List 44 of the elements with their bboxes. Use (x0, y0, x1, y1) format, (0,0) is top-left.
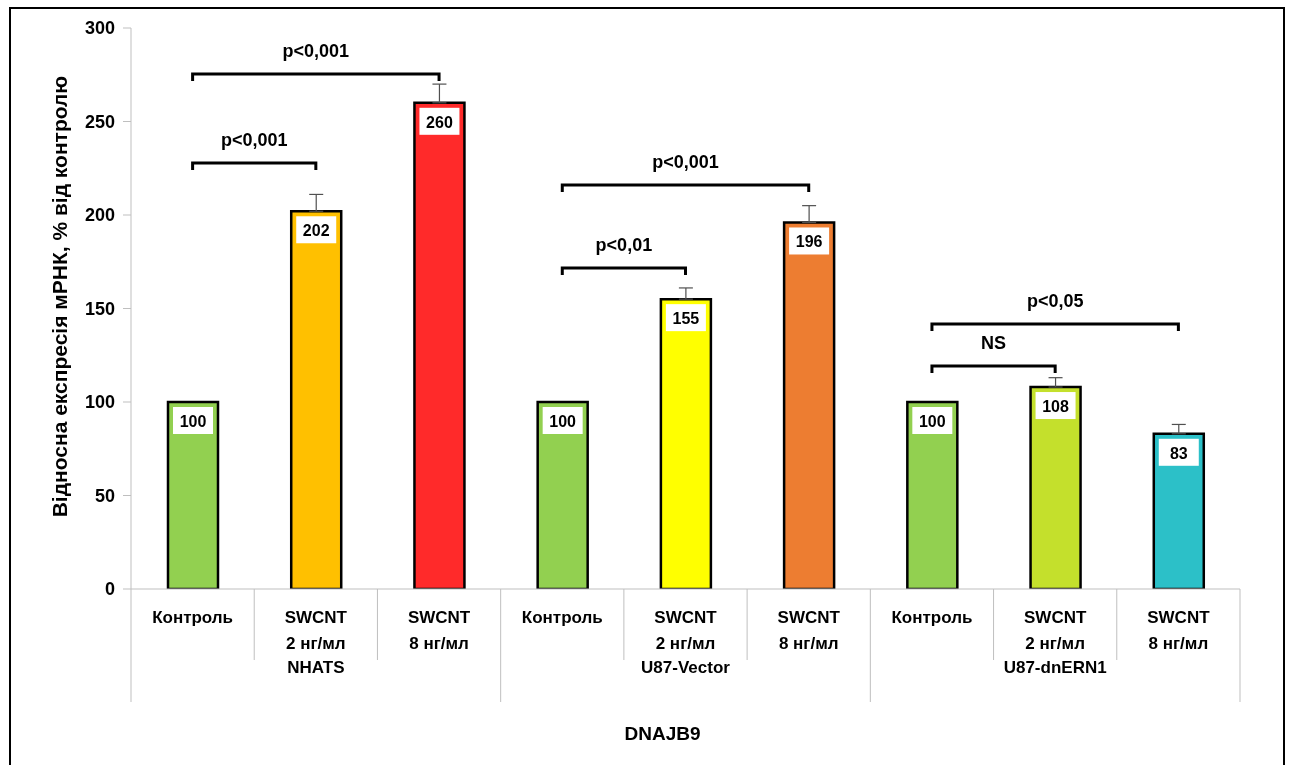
y-tick-label: 300 (84, 18, 115, 39)
y-axis-title: Відносна експресія мРНК, % від контролю (48, 75, 71, 518)
y-tick-label: 150 (84, 298, 115, 319)
bar (536, 400, 589, 589)
x-tick-label: SWCNT 8 нг/мл (407, 608, 471, 653)
text: U87-dnERN1 (1003, 658, 1107, 677)
bar (1029, 385, 1082, 589)
annotation: p<0,001 (652, 152, 719, 172)
bar (166, 400, 220, 589)
y-tick-label: 250 (84, 111, 115, 132)
annotation: p<0,01 (595, 235, 653, 255)
x-tick-label: SWCNT 2 нг/мл (1024, 608, 1087, 653)
x-tick-label: SWCNT 8 нг/мл (1147, 608, 1211, 653)
bar (782, 221, 836, 589)
bar (659, 297, 713, 589)
annotation: p<0,05 (1026, 291, 1084, 311)
data-label: 83 (1169, 444, 1188, 462)
data-label: 196 (795, 233, 823, 251)
text: U87-Vector (641, 658, 731, 677)
data-label: 100 (179, 413, 207, 430)
data-label: 108 (1042, 398, 1069, 416)
bar (413, 101, 466, 589)
data-label: 260 (426, 113, 453, 131)
x-tick-label: SWCNT 2 нг/мл (654, 608, 718, 653)
bar (906, 400, 959, 589)
y-tick-label: 0 (104, 579, 115, 600)
annotation: NS (981, 333, 1007, 353)
data-label: 202 (302, 222, 330, 240)
y-tick-label: 50 (94, 485, 115, 506)
y-tick-label: 100 (84, 392, 115, 413)
x-tick-label: SWCNT 8 нг/мл (777, 608, 841, 653)
text: NHATS (287, 658, 345, 677)
annotation: p<0,001 (220, 130, 288, 150)
annotation: p<0,001 (282, 41, 350, 61)
x-tick-label: Контроль (521, 608, 603, 627)
bar (289, 210, 343, 589)
x-tick-label: SWCNT 2 нг/мл (284, 608, 348, 653)
data-label: 155 (672, 310, 700, 328)
x-tick-label: Контроль (152, 608, 234, 627)
x-tick-label: Контроль (891, 608, 973, 627)
data-label: 100 (918, 413, 946, 430)
y-tick-label: 200 (84, 205, 115, 226)
data-label: 100 (549, 413, 577, 430)
x-axis-title: DNAJB9 (624, 723, 701, 744)
